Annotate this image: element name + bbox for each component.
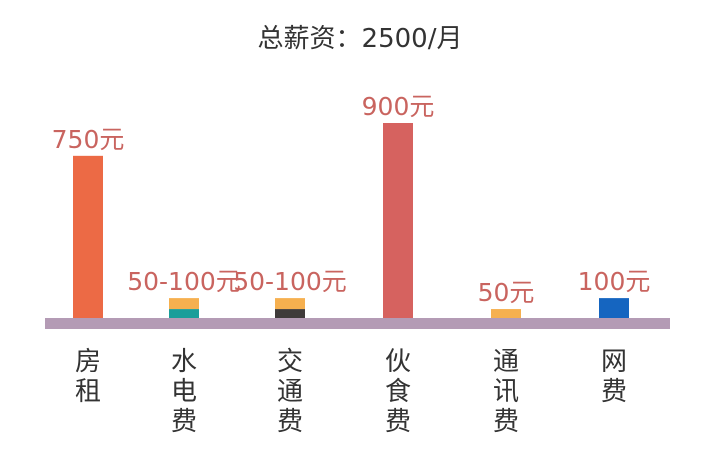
- category-label-1-char-0: 水: [171, 347, 197, 377]
- category-label-2-char-1: 通: [277, 377, 303, 407]
- bar-2-low: [275, 309, 305, 320]
- category-label-4-char-1: 讯: [493, 377, 519, 407]
- bar-3: [383, 123, 413, 320]
- category-label-5-char-1: 费: [601, 377, 627, 407]
- bar-4: [491, 309, 521, 320]
- bars-group: [73, 123, 629, 320]
- bar-0: [73, 155, 103, 320]
- value-label-2: 50-100元: [233, 267, 347, 296]
- value-label-0: 750元: [52, 125, 125, 154]
- category-label-4-char-0: 通: [493, 347, 519, 377]
- category-label-1-char-1: 电: [171, 377, 197, 407]
- category-label-2-char-2: 费: [277, 407, 303, 437]
- category-label-0-char-0: 房: [75, 347, 101, 377]
- bar-1-range: [169, 298, 199, 310]
- bar-2-range: [275, 298, 305, 310]
- value-label-1: 50-100元: [127, 267, 241, 296]
- category-label-3-char-2: 费: [385, 407, 411, 437]
- chart-title: 总薪资：2500/月: [258, 24, 463, 54]
- category-label-3-char-0: 伙: [385, 347, 411, 377]
- category-label-1-char-2: 费: [171, 407, 197, 437]
- x-axis-baseline: [45, 318, 670, 329]
- category-label-2-char-0: 交: [277, 347, 303, 377]
- value-label-5: 100元: [578, 267, 651, 296]
- category-label-4-char-2: 费: [493, 407, 519, 437]
- bar-1-low: [169, 309, 199, 320]
- category-label-5-char-0: 网: [601, 347, 627, 377]
- value-label-3: 900元: [362, 92, 435, 121]
- bar-5: [599, 298, 629, 320]
- category-label-3-char-1: 食: [385, 377, 411, 407]
- value-label-4: 50元: [478, 278, 535, 307]
- category-label-0-char-1: 租: [75, 377, 101, 407]
